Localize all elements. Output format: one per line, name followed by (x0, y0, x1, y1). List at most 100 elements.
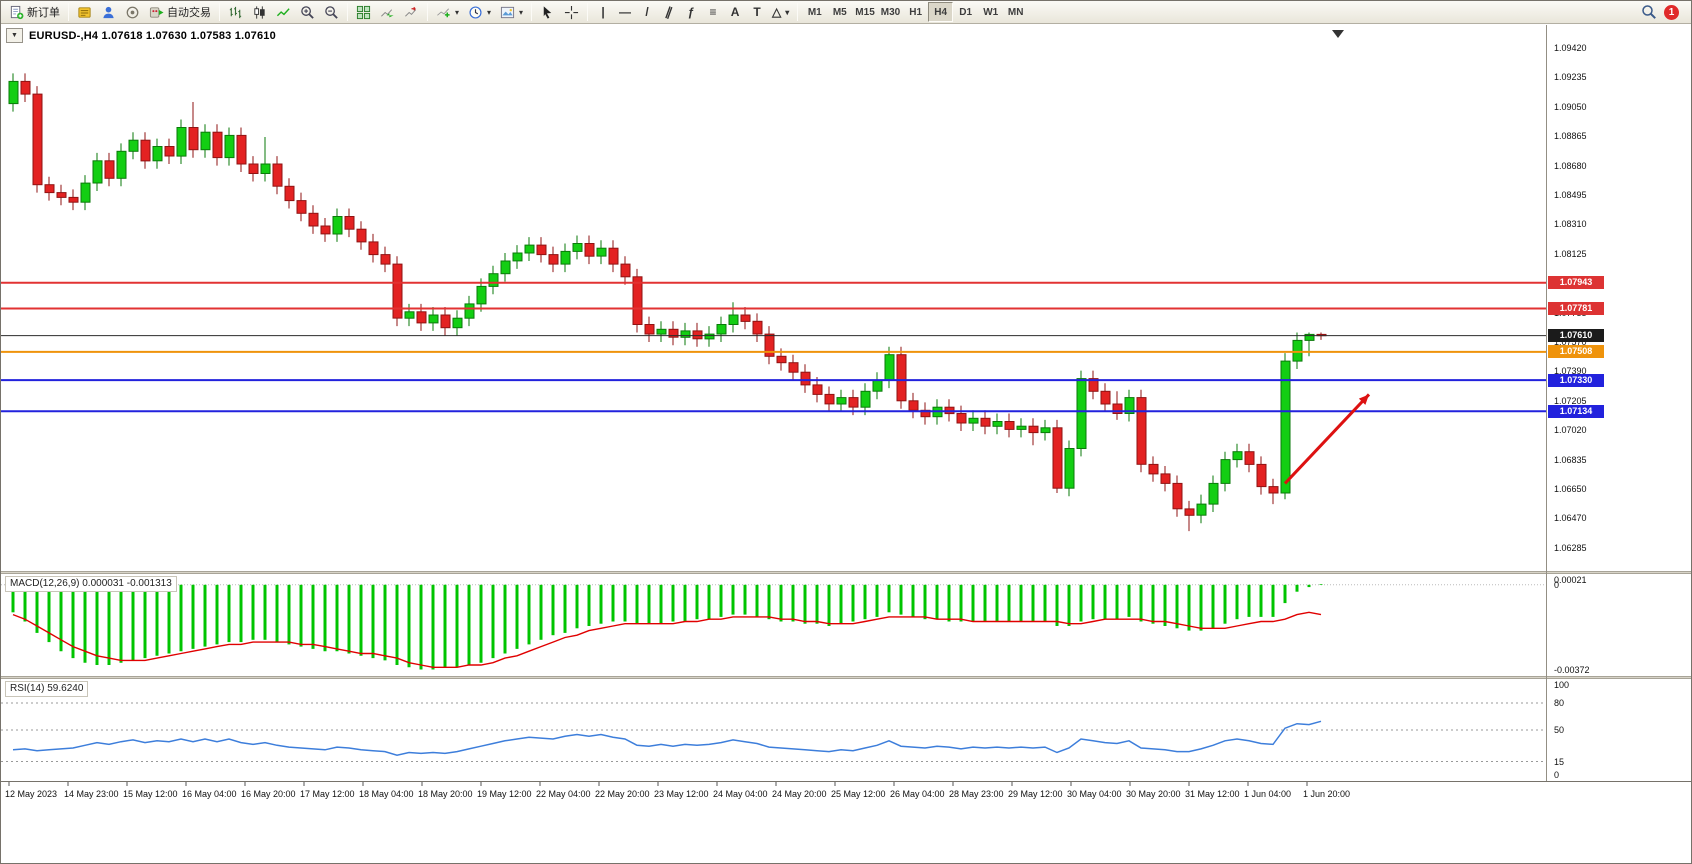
candlestick-mode-button[interactable] (248, 2, 271, 22)
candle-bearish (644, 316, 655, 342)
chart-shift-button[interactable] (400, 2, 423, 22)
candle-bearish (1136, 389, 1147, 473)
pane-divider[interactable] (1, 676, 1691, 679)
time-axis-label: 18 May 20:00 (418, 789, 473, 799)
equidistant-channel-tool-button[interactable]: ∥ (658, 2, 680, 22)
candle-bearish (1244, 443, 1255, 473)
time-axis-label: 23 May 12:00 (654, 789, 709, 799)
macd-canvas[interactable] (1, 574, 1546, 676)
search-icon[interactable] (1641, 4, 1657, 20)
horizontal-line-tool-button[interactable]: — (614, 2, 636, 22)
main-chart-canvas[interactable] (1, 25, 1546, 571)
indicators-button[interactable]: ▾ (432, 2, 463, 22)
line-chart-mode-button[interactable] (272, 2, 295, 22)
community-button[interactable] (97, 2, 120, 22)
crosshair-tool-button[interactable] (560, 2, 583, 22)
price-tag-1.07330: 1.07330 (1548, 373, 1604, 387)
auto-trading-button[interactable]: 自动交易 (145, 2, 215, 22)
candle-bullish (1292, 332, 1303, 369)
pane-divider[interactable] (1, 571, 1691, 574)
timeframe-button-mn[interactable]: MN (1003, 2, 1028, 22)
candle-bullish (1232, 443, 1243, 468)
candle-bullish (968, 410, 979, 431)
candle-bullish (464, 295, 475, 327)
periods-button[interactable]: ▾ (464, 2, 495, 22)
timeframe-group: M1 M5 M15 M30 H1 H4 D1 W1 MN (802, 2, 1028, 22)
text-tool-button[interactable]: A (724, 2, 746, 22)
fibonacci-retracement-tool-button[interactable]: ƒ (680, 2, 702, 22)
zoom-in-button[interactable] (296, 2, 319, 22)
timeframe-button-m1[interactable]: M1 (802, 2, 827, 22)
timeframe-button-m5[interactable]: M5 (827, 2, 852, 22)
dropdown-caret: ▾ (519, 7, 524, 17)
zoom-out-icon (325, 5, 338, 19)
time-axis-ticks (8, 782, 1308, 786)
notifications-badge[interactable]: 1 (1664, 4, 1679, 20)
candle-bearish (68, 189, 79, 211)
candle-bullish (1196, 494, 1207, 524)
cycle-lines-tool-button[interactable]: ≡ (702, 2, 724, 22)
macd-label: MACD(12,26,9) 0.000031 -0.001313 (5, 576, 177, 592)
new-order-button[interactable]: 新订单 (5, 2, 64, 22)
timeframe-button-d1[interactable]: D1 (953, 2, 978, 22)
toolbar-right-group: 1 (1641, 4, 1687, 20)
auto-trading-label: 自动交易 (167, 7, 211, 19)
time-axis-label: 29 May 12:00 (1008, 789, 1063, 799)
candle-bullish (152, 138, 163, 169)
time-axis-label: 16 May 04:00 (182, 789, 237, 799)
new-order-icon (10, 5, 24, 19)
timeframe-button-m30[interactable]: M30 (878, 2, 903, 22)
trend-line-icon: / (645, 5, 649, 19)
candle-bearish (1088, 370, 1099, 400)
candle-bullish (572, 235, 583, 260)
price-axis-label: 1.07390 (1554, 366, 1587, 377)
auto-scroll-button[interactable] (376, 2, 399, 22)
candle-bearish (800, 364, 811, 393)
candle-bullish (80, 175, 91, 211)
timeframe-button-h4[interactable]: H4 (928, 2, 954, 22)
zoom-out-button[interactable] (320, 2, 343, 22)
candle-bullish (596, 240, 607, 265)
candle-bullish (704, 326, 715, 347)
rsi-canvas[interactable] (1, 679, 1546, 781)
candle-bearish (1172, 475, 1183, 517)
candle-bearish (896, 346, 907, 409)
toolbar-separator (427, 3, 428, 21)
metaquotes-button[interactable] (121, 2, 144, 22)
candle-bearish (1316, 332, 1327, 340)
candle-bearish (440, 307, 451, 336)
cursor-tool-button[interactable] (536, 2, 559, 22)
candle-bullish (1280, 353, 1291, 500)
metaeditor-button[interactable] (73, 2, 96, 22)
vertical-line-icon: | (601, 5, 605, 19)
candle-bullish (1016, 418, 1027, 438)
candle-bearish (536, 237, 547, 263)
timeframe-button-m15[interactable]: M15 (852, 2, 877, 22)
timeframe-button-h1[interactable]: H1 (903, 2, 928, 22)
candle-bullish (476, 278, 487, 312)
bar-chart-mode-button[interactable] (224, 2, 247, 22)
candle-bullish (560, 243, 571, 273)
metaeditor-icon (78, 6, 91, 18)
trend-line-tool-button[interactable]: / (636, 2, 658, 22)
time-axis-label: 28 May 23:00 (949, 789, 1004, 799)
candle-bullish (884, 346, 895, 389)
candle-bullish (992, 413, 1003, 435)
price-tag-1.07781: 1.07781 (1548, 301, 1604, 315)
timeframe-button-w1[interactable]: W1 (978, 2, 1003, 22)
text-label-tool-button[interactable]: T (746, 2, 768, 22)
symbol-dropdown-button[interactable]: ▼ (6, 28, 23, 43)
cursor-arrow-icon (543, 5, 552, 19)
candle-bullish (1208, 475, 1219, 512)
dropdown-caret: ▾ (785, 7, 790, 17)
candle-bearish (236, 127, 247, 172)
templates-button[interactable]: ▾ (496, 2, 527, 22)
vertical-line-tool-button[interactable]: | (592, 2, 614, 22)
candle-bullish (680, 322, 691, 346)
candle-bearish (1028, 418, 1039, 446)
arrows-shapes-tool-button[interactable]: △ ▾ (768, 2, 793, 22)
price-axis-label: 1.07205 (1554, 395, 1587, 406)
trend-arrow[interactable] (1283, 393, 1371, 485)
tile-windows-button[interactable] (352, 2, 375, 22)
cycle-lines-icon: ≡ (709, 5, 717, 19)
